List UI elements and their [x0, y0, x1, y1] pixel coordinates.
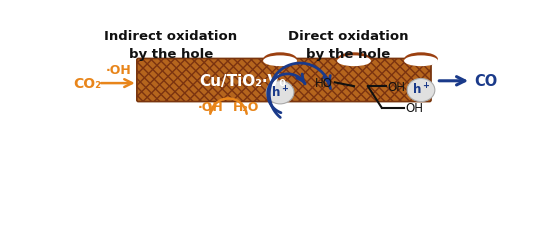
Text: CO₂: CO₂ [74, 77, 101, 91]
Ellipse shape [404, 53, 438, 67]
Ellipse shape [266, 81, 294, 104]
Text: ·OH: ·OH [198, 100, 224, 113]
Ellipse shape [263, 53, 297, 67]
Text: Indirect oxidation
by the hole: Indirect oxidation by the hole [104, 30, 237, 61]
Text: OH: OH [388, 80, 406, 93]
Ellipse shape [407, 79, 435, 102]
Text: Cu/TiO₂·V₀: Cu/TiO₂·V₀ [199, 73, 286, 88]
Text: H₂O: H₂O [233, 100, 259, 113]
Text: HO: HO [315, 76, 333, 89]
Text: ·OH: ·OH [105, 64, 131, 77]
Text: CO: CO [474, 74, 497, 89]
FancyBboxPatch shape [137, 59, 431, 102]
Text: $\mathbf{h^+}$: $\mathbf{h^+}$ [412, 82, 430, 97]
Ellipse shape [263, 56, 297, 67]
Text: OH: OH [406, 102, 424, 115]
Ellipse shape [337, 53, 371, 67]
Ellipse shape [404, 56, 438, 67]
Ellipse shape [337, 56, 371, 67]
Text: Direct oxidation
by the hole: Direct oxidation by the hole [288, 30, 408, 61]
Text: $\mathbf{h^+}$: $\mathbf{h^+}$ [271, 85, 289, 100]
